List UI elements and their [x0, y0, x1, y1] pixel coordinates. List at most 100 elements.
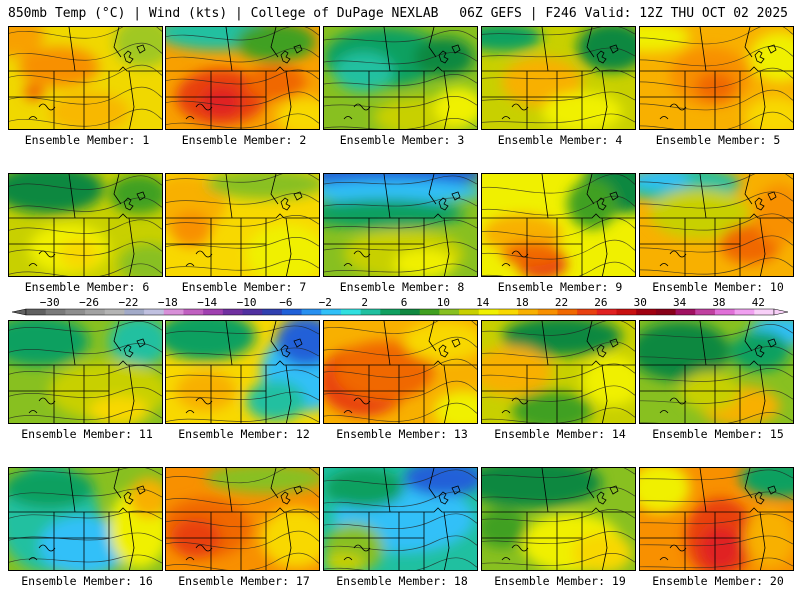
height-contour: [482, 407, 635, 423]
colorbar-swatch: [616, 309, 637, 315]
temperature-field-map: [640, 174, 793, 276]
temperature-region: [171, 211, 211, 247]
height-contour: [482, 195, 635, 216]
ensemble-member-label: Ensemble Member: 11: [21, 427, 153, 441]
great-lakes-outline: [123, 191, 146, 211]
ensemble-panel-2: [165, 26, 320, 130]
height-contour: [482, 174, 635, 194]
border-line: [383, 174, 437, 219]
height-contour: [166, 113, 319, 129]
height-contour: [324, 321, 477, 334]
border-line: [68, 468, 122, 513]
border-line: [324, 360, 477, 366]
border-line: [53, 70, 135, 129]
temperature-field-map: [166, 321, 319, 423]
temperature-region: [740, 468, 793, 498]
run-valid-time: 06Z GEFS | F246 Valid: 12Z THU OCT 02 20…: [459, 6, 788, 21]
ensemble-panel-16: [8, 467, 163, 571]
colorbar-tick-label: −14: [197, 297, 217, 309]
temperature-field-map: [9, 468, 162, 570]
colorbar-swatch: [242, 309, 263, 315]
ensemble-member-label: Ensemble Member: 8: [339, 280, 465, 294]
river-line: [659, 397, 687, 414]
border-line: [324, 213, 477, 219]
temperature-field-map: [324, 468, 477, 570]
border-line: [541, 321, 595, 366]
colorbar-tick-label: 2: [361, 297, 368, 309]
temperature-region: [434, 391, 477, 423]
border-line: [541, 468, 595, 513]
border-line: [368, 70, 450, 129]
height-contour: [482, 385, 635, 402]
colorbar-swatch: [163, 309, 184, 315]
river-line: [28, 250, 56, 267]
border-line: [9, 360, 162, 366]
temperature-region: [324, 553, 364, 570]
temperature-field-map: [9, 321, 162, 423]
colorbar-swatch: [537, 309, 558, 315]
height-contour: [166, 237, 319, 249]
ensemble-member-label: Ensemble Member: 1: [24, 133, 150, 147]
river-line: [343, 103, 371, 120]
temperature-region: [640, 321, 730, 381]
height-contour: [324, 402, 477, 422]
height-contour: [166, 413, 319, 423]
height-contour: [9, 27, 162, 39]
ensemble-member-label: Ensemble Member: 5: [655, 133, 781, 147]
ensemble-member-label: Ensemble Member: 19: [494, 574, 626, 588]
height-contour: [640, 557, 793, 569]
temperature-region: [324, 468, 404, 508]
height-contour: [166, 193, 319, 205]
border-line: [225, 468, 279, 513]
height-contour: [9, 263, 162, 276]
height-contour: [482, 27, 635, 36]
ensemble-member-label: Ensemble Member: 16: [21, 574, 153, 588]
border-line: [68, 174, 122, 219]
height-contour: [482, 217, 635, 238]
colorbar-swatch: [45, 309, 66, 315]
temperature-region: [119, 244, 162, 276]
height-contour: [9, 510, 162, 520]
temperature-field-map: [166, 174, 319, 276]
colorbar-tick-label: −18: [158, 297, 178, 309]
river-line: [501, 103, 529, 120]
height-contour: [482, 239, 635, 260]
height-contour: [324, 241, 477, 251]
temperature-region: [502, 242, 562, 266]
colorbar-right-arrow: [773, 308, 789, 316]
colorbar-tick-label: 34: [673, 297, 687, 309]
colorbar-swatch: [636, 309, 657, 315]
border-line: [699, 468, 753, 513]
temperature-field-map: [9, 174, 162, 276]
ensemble-member-label: Ensemble Member: 20: [652, 574, 784, 588]
border-line: [225, 321, 279, 366]
great-lakes-outline: [438, 485, 461, 505]
temperature-field-map: [640, 321, 793, 423]
temperature-field-map: [640, 27, 793, 129]
height-contour: [324, 557, 477, 570]
height-contour: [324, 52, 477, 65]
border-line: [166, 360, 319, 366]
river-line: [185, 544, 213, 561]
ensemble-member-label: Ensemble Member: 6: [24, 280, 150, 294]
border-line: [68, 321, 122, 366]
temperature-region: [482, 346, 552, 396]
border-line: [684, 217, 766, 276]
colorbar-tick-label: 42: [752, 297, 765, 309]
ensemble-member-label: Ensemble Member: 14: [494, 427, 626, 441]
chart-title: 850mb Temp (°C) | Wind (kts) | College o…: [8, 6, 439, 21]
border-line: [166, 213, 319, 219]
colorbar-swatch: [714, 309, 736, 315]
ensemble-panel-14: [481, 320, 636, 424]
height-contour: [482, 261, 635, 276]
colorbar-tick-label: −30: [40, 297, 60, 309]
colorbar-swatch: [183, 309, 204, 315]
temperature-region: [201, 87, 241, 117]
height-contour: [166, 391, 319, 401]
border-line: [640, 213, 793, 219]
height-contour: [9, 365, 162, 377]
height-contour: [9, 108, 162, 127]
ensemble-member-label: Ensemble Member: 9: [497, 280, 623, 294]
colorbar-swatch: [695, 309, 716, 315]
height-contour: [640, 368, 793, 382]
